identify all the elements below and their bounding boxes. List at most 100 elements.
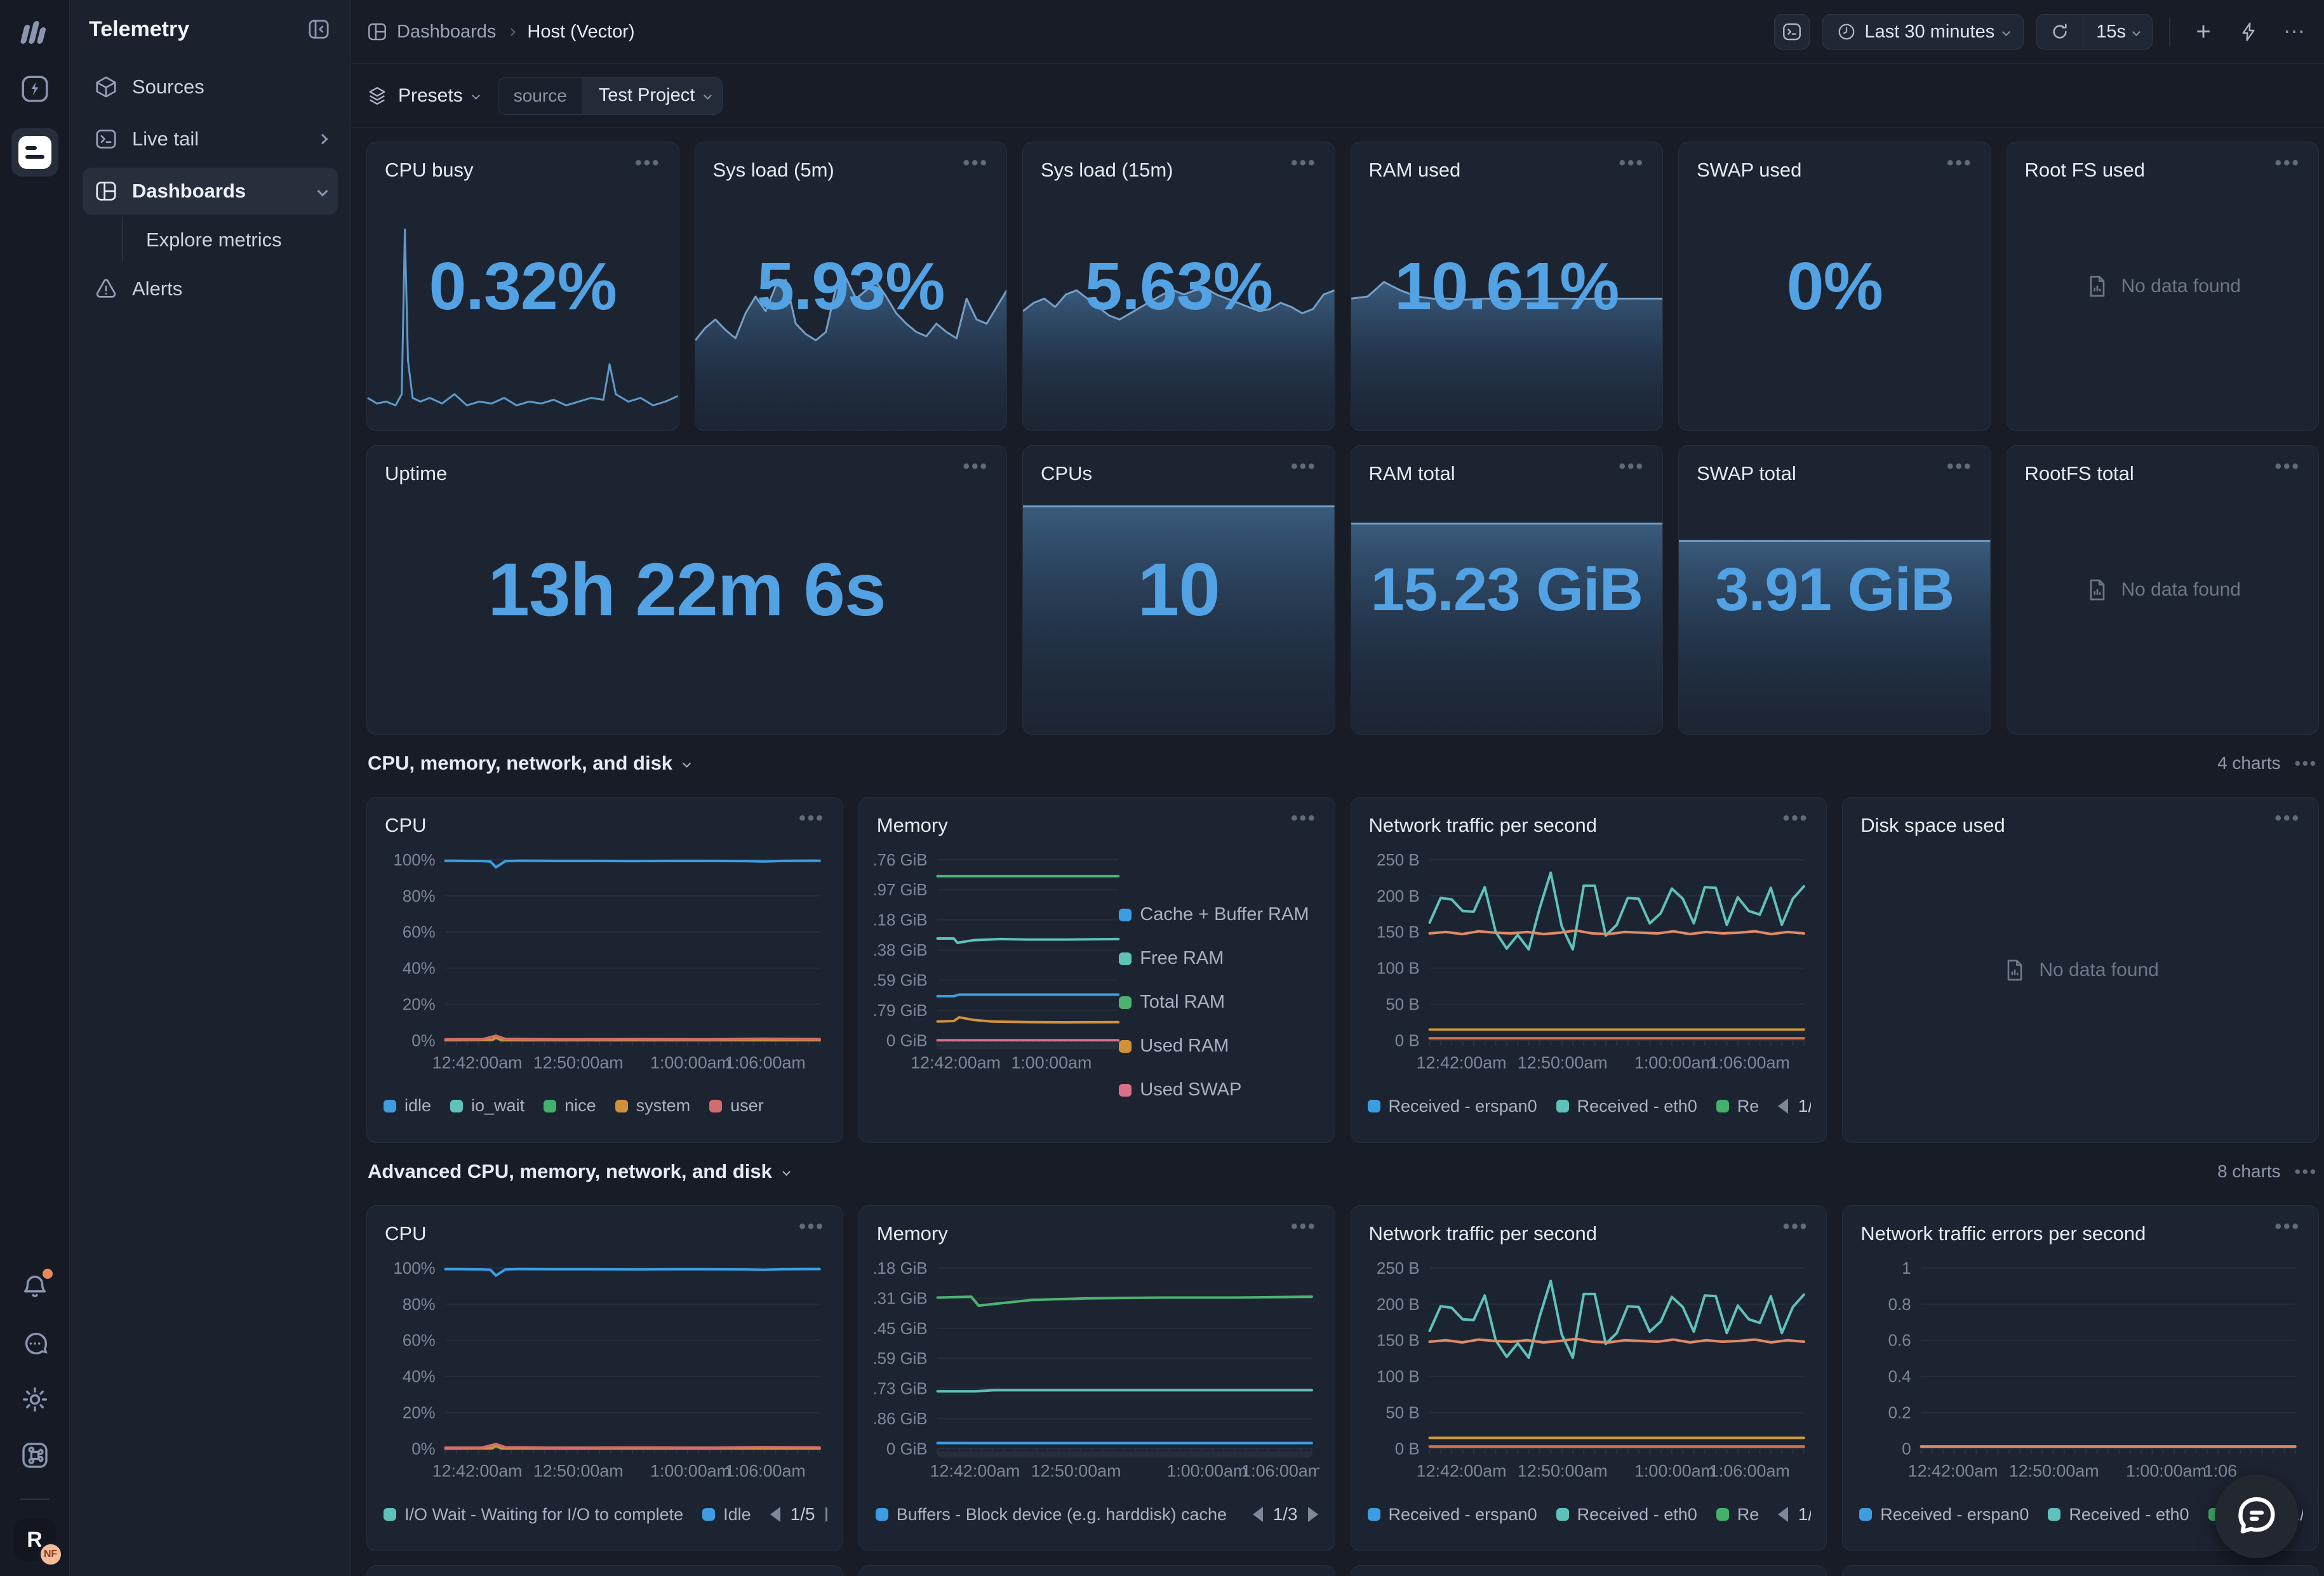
card-menu-button[interactable]: ••• <box>1619 456 1645 477</box>
legend-item[interactable]: Free RAM <box>1119 948 1309 969</box>
feedback-chat-icon[interactable] <box>18 1327 51 1360</box>
chevron-right-icon <box>317 133 328 145</box>
stat-value: 0.32% <box>429 248 617 324</box>
chart-legend: Buffers - Block device (e.g. harddisk) c… <box>874 1499 1319 1525</box>
prev-page-icon[interactable] <box>1777 1099 1788 1114</box>
network-traffic-chart: 250 B 200 B 150 B 100 B 50 B 0 B 12:42:00am 12:… <box>1366 843 1811 1116</box>
sidebar-item-explore-metrics[interactable]: Explore metrics <box>83 220 338 260</box>
legend-item[interactable]: Received - eth0 <box>1556 1097 1697 1116</box>
section-toggle[interactable]: Advanced CPU, memory, network, and disk <box>368 1160 791 1183</box>
quick-actions-bolt-icon[interactable] <box>2233 15 2266 48</box>
svg-text:150 B: 150 B <box>1377 924 1420 942</box>
refresh-button[interactable] <box>2037 15 2084 49</box>
prev-page-icon[interactable] <box>1252 1507 1263 1523</box>
collapse-sidebar-icon[interactable] <box>306 17 331 42</box>
legend-item[interactable]: I/O Wait - Waiting for I/O to complete <box>384 1505 683 1525</box>
legend-item[interactable]: Re <box>1716 1097 1759 1116</box>
svg-text:150 B: 150 B <box>1377 1332 1420 1350</box>
view-terminal-button[interactable] <box>1773 14 1810 50</box>
more-options-button[interactable]: ⋯ <box>2283 20 2306 44</box>
legend-item[interactable]: Received - erspan0 <box>1859 1505 2029 1525</box>
card-menu-button[interactable]: ••• <box>1946 152 1973 173</box>
chart-row-2: CPU ••• 100% 80% 60% 40% 20% 0% 12:42:00am 12:50… <box>366 1205 2319 1551</box>
command-menu-icon[interactable] <box>18 1439 51 1472</box>
card-menu-button[interactable]: ••• <box>963 456 989 477</box>
legend-item[interactable]: Idle <box>702 1505 751 1525</box>
section-header-basic: CPU, memory, network, and disk 4 charts … <box>368 749 2318 778</box>
card-menu-button[interactable]: ••• <box>1619 152 1645 173</box>
svg-text:1:06:00am: 1:06:00am <box>1709 1053 1789 1072</box>
svg-text:1:06: 1:06 <box>2204 1461 2237 1480</box>
chevron-down-icon <box>471 91 480 100</box>
source-filter[interactable]: source Test Project <box>497 76 723 115</box>
presets-dropdown[interactable]: Presets <box>366 85 480 107</box>
document-icon <box>2090 276 2104 297</box>
card-title: CPU <box>385 1222 427 1245</box>
next-page-icon[interactable] <box>1307 1507 1318 1523</box>
notifications-bell-icon[interactable] <box>18 1269 53 1304</box>
legend-item[interactable]: idle <box>384 1096 431 1116</box>
sidebar-item-sources[interactable]: Sources <box>83 63 338 110</box>
legend-item[interactable]: Used RAM <box>1119 1036 1309 1057</box>
card-menu-button[interactable]: ••• <box>1290 152 1317 173</box>
legend-item[interactable]: Received - eth0 <box>1556 1505 1697 1525</box>
legend-item[interactable]: Used SWAP <box>1119 1079 1309 1100</box>
legend-item[interactable]: Cache + Buffer RAM <box>1119 904 1309 925</box>
section-menu-button[interactable]: ••• <box>2294 754 2318 773</box>
theme-sun-icon[interactable] <box>18 1383 51 1416</box>
legend-color-chip <box>1119 1083 1132 1097</box>
legend-item[interactable]: Received - erspan0 <box>1367 1097 1537 1116</box>
legend-item[interactable]: Re <box>1716 1505 1759 1525</box>
svg-text:1:00:00am: 1:00:00am <box>650 1461 731 1480</box>
sidebar-item-dashboards[interactable]: Dashboards <box>83 168 338 215</box>
sidebar-item-alerts[interactable]: Alerts <box>83 265 338 312</box>
chevron-down-icon <box>704 91 712 100</box>
svg-text:16.76 GiB: 16.76 GiB <box>874 851 928 869</box>
card-menu-button[interactable]: ••• <box>1290 456 1317 477</box>
legend-item[interactable]: Received - eth0 <box>2048 1505 2189 1525</box>
sparkline-svg <box>1351 523 1662 734</box>
prev-page-icon[interactable] <box>1777 1507 1788 1523</box>
chart-svg: 1 0.8 0.6 0.4 0.2 0 12:42:00am 12:50:00am 1:00:0… <box>1888 1260 2297 1480</box>
legend-item[interactable]: Received - erspan0 <box>1367 1505 1537 1525</box>
legend-item[interactable]: Buffers - Block device (e.g. harddisk) c… <box>875 1505 1227 1525</box>
time-range-picker[interactable]: Last 30 minutes <box>1822 14 2024 50</box>
telemetry-rail-item[interactable] <box>11 128 58 177</box>
legend-item[interactable]: user <box>709 1096 764 1116</box>
breadcrumb-dashboards[interactable]: Dashboards <box>366 21 496 43</box>
card-title: RAM used <box>1368 159 1461 181</box>
legend-item[interactable]: Total RAM <box>1119 992 1309 1013</box>
user-avatar[interactable]: R NF <box>13 1519 63 1567</box>
card-menu-button[interactable]: ••• <box>799 808 825 829</box>
card-menu-button[interactable]: ••• <box>1290 808 1317 829</box>
card-menu-button[interactable]: ••• <box>634 152 661 173</box>
card-menu-button[interactable]: ••• <box>2274 1216 2301 1237</box>
prev-page-icon[interactable] <box>770 1507 780 1523</box>
card-menu-button[interactable]: ••• <box>1946 456 1973 477</box>
card-menu-button[interactable]: ••• <box>2274 808 2301 829</box>
svg-text:20%: 20% <box>403 996 436 1014</box>
card-menu-button[interactable]: ••• <box>1782 808 1809 829</box>
section-toggle[interactable]: CPU, memory, network, and disk <box>368 752 691 775</box>
legend-item[interactable]: nice <box>544 1096 596 1116</box>
dashboard-scroll-area[interactable]: CPU busy ••• 0.32% Sys load (5m) ••• 5.93%… <box>351 128 2324 1576</box>
card-menu-button[interactable]: ••• <box>963 152 989 173</box>
card-menu-button[interactable]: ••• <box>1782 1216 1809 1237</box>
sidebar-title: Telemetry <box>89 17 190 41</box>
support-chat-button[interactable] <box>2215 1474 2299 1558</box>
card-menu-button[interactable]: ••• <box>2274 456 2301 477</box>
add-panel-button[interactable]: + <box>2196 17 2211 46</box>
sidebar-item-live-tail[interactable]: Live tail <box>83 116 338 163</box>
legend-item[interactable]: system <box>615 1096 690 1116</box>
next-page-icon[interactable] <box>825 1507 827 1523</box>
card-menu-button[interactable]: ••• <box>1290 1216 1317 1237</box>
no-data-state: No data found <box>1843 798 2318 1142</box>
section-menu-button[interactable]: ••• <box>2294 1162 2318 1181</box>
refresh-interval-select[interactable]: 15s <box>2083 15 2152 49</box>
stat-value: 0% <box>1786 248 1883 324</box>
cpu-chart: 100% 80% 60% 40% 20% 0% 12:42:00am 12:50:00am 1:… <box>382 843 827 1116</box>
card-menu-button[interactable]: ••• <box>799 1216 825 1237</box>
legend-item[interactable]: io_wait <box>450 1096 524 1116</box>
pipelines-icon[interactable] <box>18 72 51 105</box>
card-menu-button[interactable]: ••• <box>2274 152 2301 173</box>
